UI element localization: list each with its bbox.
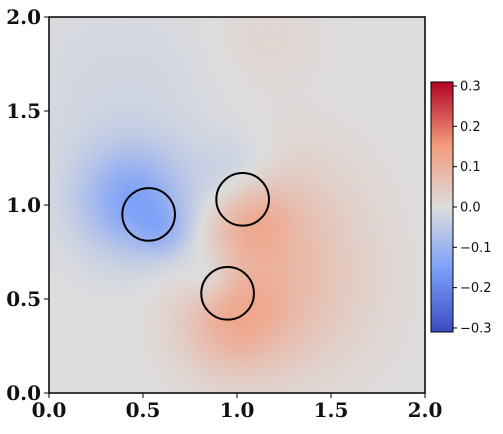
x-axis: 0.0 0.5 1.0 1.5 2.0 bbox=[32, 393, 443, 422]
circle-outline-2 bbox=[215, 172, 270, 227]
y-tick-label: 1.0 bbox=[6, 193, 41, 217]
x-tick-label: 0.5 bbox=[126, 398, 161, 422]
x-tick-label: 1.5 bbox=[314, 398, 349, 422]
colorbar-tick-label: 0.2 bbox=[460, 120, 481, 135]
x-tick-label: 0.0 bbox=[32, 398, 67, 422]
colorbar-tick-label: 0.0 bbox=[460, 201, 481, 216]
colorbar-axis: 0.3 0.2 0.1 0.0 −0.1 −0.2 −0.3 bbox=[453, 80, 492, 336]
y-tick-label: 2.0 bbox=[6, 5, 41, 29]
colorbar-tick-label: −0.2 bbox=[460, 281, 492, 296]
y-tick-label: 1.5 bbox=[6, 99, 41, 123]
colorbar-tick-label: 0.1 bbox=[460, 160, 481, 175]
circle-outline-1 bbox=[121, 187, 176, 242]
x-tick-label: 1.0 bbox=[220, 398, 255, 422]
field-heatmap bbox=[49, 17, 425, 393]
y-tick-label: 0.5 bbox=[6, 287, 41, 311]
x-tick-label: 2.0 bbox=[408, 398, 443, 422]
circle-outline-3 bbox=[200, 266, 255, 321]
colorbar-tick-label: −0.1 bbox=[460, 241, 492, 256]
y-axis: 0.0 0.5 1.0 1.5 2.0 bbox=[6, 5, 49, 405]
circles-layer bbox=[121, 172, 270, 321]
colorbar-tick-label: 0.3 bbox=[460, 80, 481, 95]
colorbar bbox=[430, 81, 454, 333]
y-tick-label: 0.0 bbox=[6, 381, 41, 405]
colorbar-tick-label: −0.3 bbox=[460, 321, 492, 336]
